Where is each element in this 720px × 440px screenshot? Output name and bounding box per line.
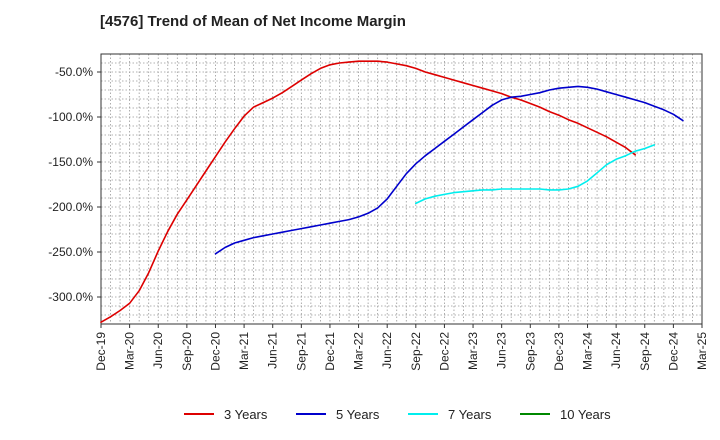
x-tick-label: Jun-20 <box>151 332 165 369</box>
x-tick-label: Jun-22 <box>380 332 394 369</box>
x-tick-label: Dec-21 <box>323 332 337 371</box>
y-axis: -50.0% -100.0% -150.0% -200.0% -250.0% -300.0… <box>48 65 101 304</box>
x-tick-label: Mar-22 <box>352 332 366 370</box>
series-line <box>214 85 684 255</box>
legend-label: 10 Years <box>560 407 611 422</box>
x-tick-label: Dec-19 <box>94 332 108 371</box>
plot-area <box>101 54 702 324</box>
x-tick-label: Mar-24 <box>581 332 595 370</box>
x-tick-label: Dec-24 <box>666 332 680 371</box>
x-tick-label: Sep-24 <box>638 332 652 371</box>
y-tick-label: -50.0% <box>55 65 93 79</box>
series-line <box>414 144 656 205</box>
y-tick-label: -150.0% <box>48 155 93 169</box>
grid <box>101 54 702 324</box>
y-tick-label: -100.0% <box>48 110 93 124</box>
x-tick-label: Sep-22 <box>409 332 423 371</box>
x-tick-label: Jun-23 <box>495 332 509 369</box>
chart-title: [4576] Trend of Mean of Net Income Margi… <box>100 13 406 30</box>
x-tick-label: Dec-23 <box>552 332 566 371</box>
series-lines <box>100 60 684 324</box>
x-tick-label: Sep-23 <box>523 332 537 371</box>
x-tick-label: Mar-21 <box>237 332 251 370</box>
legend: 3 Years 5 Years 7 Years 10 Years <box>184 407 611 422</box>
x-tick-label: Jun-24 <box>609 332 623 369</box>
x-tick-label: Sep-20 <box>180 332 194 371</box>
legend-label: 5 Years <box>336 407 380 422</box>
x-tick-label: Mar-20 <box>123 332 137 370</box>
series-line <box>100 60 637 324</box>
x-tick-label: Mar-25 <box>695 332 709 370</box>
x-tick-label: Dec-20 <box>208 332 222 371</box>
x-axis: Dec-19 Mar-20 Jun-20 Sep-20 Dec-20 Mar-21 Jun-… <box>94 324 709 371</box>
legend-label: 7 Years <box>448 407 492 422</box>
x-tick-label: Dec-22 <box>437 332 451 371</box>
y-tick-label: -300.0% <box>48 290 93 304</box>
x-tick-label: Sep-21 <box>294 332 308 371</box>
y-tick-label: -200.0% <box>48 200 93 214</box>
x-tick-label: Jun-21 <box>266 332 280 369</box>
x-tick-label: Mar-23 <box>466 332 480 370</box>
plot-border <box>100 53 703 325</box>
legend-label: 3 Years <box>224 407 268 422</box>
y-tick-label: -250.0% <box>48 245 93 259</box>
